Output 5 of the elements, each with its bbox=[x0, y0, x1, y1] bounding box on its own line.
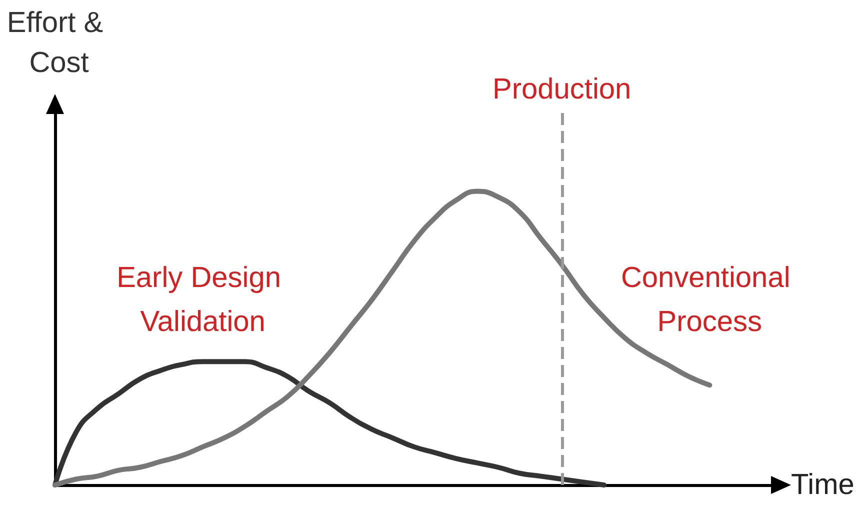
x-axis-title: Time bbox=[791, 469, 854, 501]
text: Production bbox=[492, 74, 632, 106]
y-axis-title: Effort & Cost bbox=[6, 7, 104, 79]
series-label: Early Design Validation bbox=[116, 262, 290, 338]
series-label: Conventional Process bbox=[620, 262, 798, 338]
